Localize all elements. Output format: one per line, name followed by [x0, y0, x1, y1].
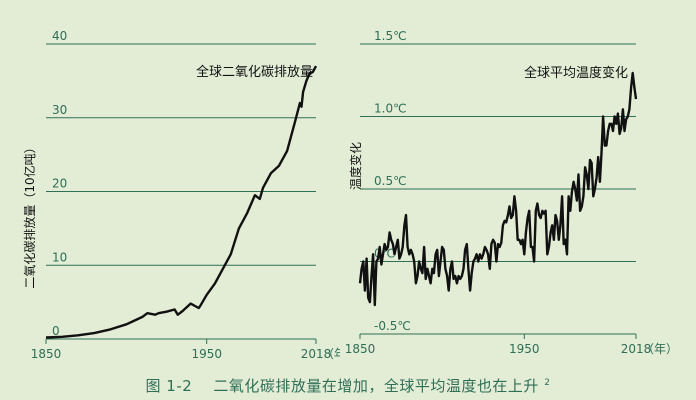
- chart-title: 全球二氧化碳排放量: [196, 64, 313, 80]
- co2-emission-chart: 0 10 20 30 40 1850 1950 2018 全球二氧化碳排放量 二氧化碳排放量…: [22, 29, 340, 361]
- y-tick-label: 0.5℃: [374, 174, 407, 188]
- co2-series-line: [45, 65, 318, 339]
- figure-caption: 图 1-2 二氧化碳排放量在增加，全球平均温度也在上升 2: [0, 375, 696, 396]
- y-tick-label: 0: [52, 324, 60, 338]
- x-tick-label: 1850: [345, 342, 376, 356]
- x-ticks: 1850 1950 2018: [345, 334, 652, 356]
- grid: [360, 43, 636, 335]
- x-ticks: 1850 1950 2018: [31, 339, 332, 361]
- y-tick-label: -0.5℃: [374, 319, 411, 333]
- y-ticks: -0.5℃0℃0.5℃1.0℃1.5℃: [374, 29, 411, 333]
- x-axis-unit: （年）: [642, 342, 678, 356]
- x-axis-unit: （年）: [322, 347, 340, 361]
- temperature-chart: -0.5℃0℃0.5℃1.0℃1.5℃ 1850 1950 2018 全球平均温度变…: [345, 29, 678, 356]
- y-ticks: 0 10 20 30 40: [52, 29, 67, 338]
- caption-text: 二氧化碳排放量在增加，全球平均温度也在上升: [213, 377, 539, 395]
- x-tick-label: 1850: [31, 347, 62, 361]
- caption-label: 图 1-2: [145, 377, 193, 395]
- y-tick-label: 1.0℃: [374, 102, 407, 116]
- y-tick-label: 20: [52, 177, 67, 191]
- y-tick-label: 1.5℃: [374, 29, 407, 43]
- y-tick-label: 30: [52, 103, 67, 117]
- temperature-series-line: [358, 71, 638, 307]
- chart-title: 全球平均温度变化: [524, 65, 628, 81]
- y-tick-label: 10: [52, 250, 67, 264]
- grid: [46, 43, 316, 340]
- x-tick-label: 2018: [621, 342, 652, 356]
- x-tick-label: 1950: [191, 347, 222, 361]
- y-axis-label: 二氧化碳排放量（10亿吨）: [22, 141, 37, 288]
- caption-note: 2: [544, 378, 551, 388]
- x-tick-label: 1950: [509, 342, 540, 356]
- y-tick-label: 40: [52, 29, 67, 43]
- x-tick-label: 2018: [301, 347, 332, 361]
- y-axis-label: 温度变化: [348, 142, 363, 190]
